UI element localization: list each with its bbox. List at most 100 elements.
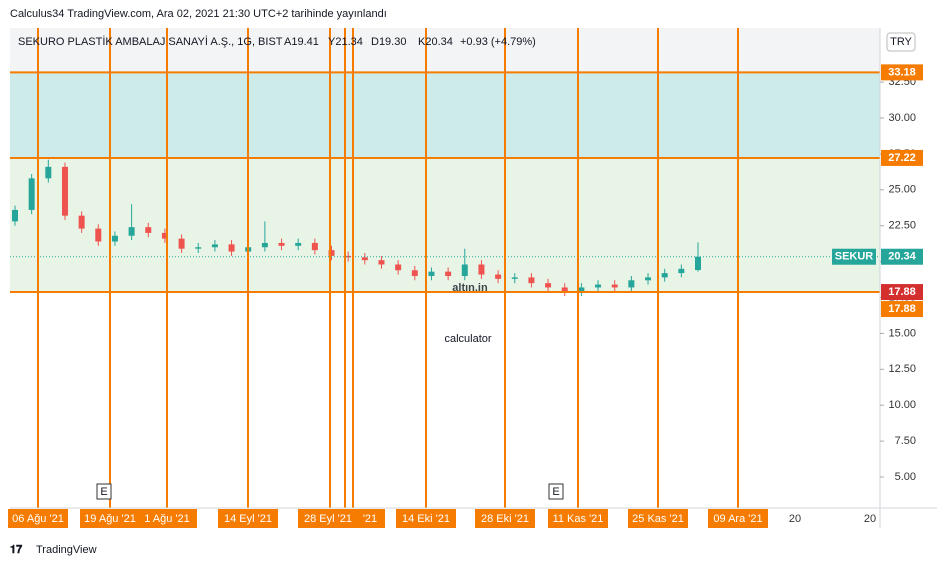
candle-body	[261, 242, 268, 248]
plot: altın.in calculator	[10, 28, 880, 508]
candle-body	[12, 209, 18, 222]
level-label: 17.88	[888, 303, 916, 315]
watermark: altın.in	[452, 282, 488, 294]
header: Calculus34 TradingView.com, Ara 02, 2021…	[10, 8, 387, 20]
candle-body	[661, 273, 668, 278]
candle-body	[495, 274, 502, 279]
date-label: 28 Eki '21	[481, 513, 529, 525]
candle-body	[278, 242, 285, 246]
candle-body	[395, 264, 402, 271]
x-tick-label: 20	[789, 513, 801, 525]
symbol-tag-box	[832, 248, 876, 265]
date-label-box	[548, 509, 608, 528]
date-label: 09 Ara '21	[713, 513, 762, 525]
event-box	[96, 483, 112, 500]
date-label-box	[355, 509, 385, 528]
candle-body	[211, 244, 218, 248]
ohlc-label: K20.34	[418, 36, 453, 48]
date-label-box	[218, 509, 278, 528]
date-label-box	[708, 509, 768, 528]
level-label-box	[881, 64, 923, 81]
date-label-box	[8, 509, 68, 528]
candle-body	[595, 284, 602, 288]
date-label: 06 Ağu '21	[12, 513, 64, 525]
candle-body	[511, 277, 518, 279]
date-label: 28 Eyl '21	[304, 513, 352, 525]
candle-body	[611, 284, 618, 288]
date-label-box	[137, 509, 197, 528]
candle-body	[695, 256, 701, 271]
date-label-box	[80, 509, 140, 528]
candle-body	[111, 235, 118, 242]
y-tick-label: 10.00	[888, 399, 916, 411]
date-label: 25 Kas '21	[632, 513, 684, 525]
candle-body	[128, 227, 135, 236]
candle-body	[461, 264, 468, 276]
candle-body	[561, 287, 568, 292]
header-strip	[10, 28, 880, 73]
candle-body	[678, 268, 685, 274]
last-price-label: 20.34	[888, 251, 916, 263]
candle-body	[345, 255, 352, 258]
date-label: 14 Eyl '21	[224, 513, 272, 525]
candle-body	[78, 215, 85, 229]
date-label: 14 Eki '21	[402, 513, 450, 525]
level-label-box	[881, 301, 923, 318]
candle-body	[295, 242, 302, 246]
date-label: '21	[363, 513, 377, 525]
y-tick-label: 22.50	[888, 220, 916, 232]
y-tick-label: 12.50	[888, 363, 916, 375]
currency: TRY	[890, 36, 912, 48]
candle-body	[95, 228, 102, 242]
symbol-title: SEKURO PLASTİK AMBALAJ SANAYİ A.Ş., 1G, …	[18, 35, 283, 48]
candle-body	[61, 166, 68, 216]
candle-body	[228, 244, 235, 252]
candle-body	[545, 283, 552, 288]
date-label-box	[628, 509, 688, 528]
date-label: 19 Ağu '21	[84, 513, 136, 525]
symbol-tag: SEKUR	[835, 251, 874, 263]
candle-body	[645, 277, 652, 281]
footer-logo: 𝟏𝟕	[10, 544, 23, 556]
event-marker: E	[100, 486, 107, 498]
level-label-box	[881, 149, 923, 166]
candle-body	[378, 260, 385, 265]
currency-box	[886, 32, 916, 52]
y-tick-label: 5.00	[895, 471, 916, 483]
candle-body	[528, 277, 535, 284]
change-label: +0.93 (+4.79%)	[460, 36, 536, 48]
y-tick-label: 7.50	[895, 435, 916, 447]
y-tick-label: 15.00	[888, 327, 916, 339]
candle-body	[578, 287, 585, 292]
ohlc-label: Y21.34	[328, 36, 363, 48]
level-label-box	[881, 284, 923, 301]
y-tick-label: 25.00	[888, 184, 916, 196]
date-label-box	[396, 509, 456, 528]
candle-body	[145, 227, 152, 233]
upper-band	[10, 72, 880, 158]
watermark: calculator	[444, 333, 491, 345]
candle-body	[445, 271, 452, 276]
candle-body	[178, 238, 185, 249]
ohlc-label: A19.41	[284, 36, 319, 48]
level-label: 17.88	[888, 286, 916, 298]
candle-body	[195, 247, 202, 249]
level-label: 33.18	[888, 66, 916, 78]
date-label: 11 Kas '21	[553, 513, 604, 525]
candle-body	[628, 280, 635, 288]
candle-body	[161, 232, 168, 239]
last-price-label-box	[881, 248, 923, 265]
x-tick-label: 20	[864, 513, 876, 525]
candle-body	[28, 178, 35, 210]
level-label: 27.22	[888, 152, 916, 164]
ohlc-label: D19.30	[371, 36, 406, 48]
date-label: 1 Ağu '21	[144, 513, 190, 525]
event-box	[548, 483, 564, 500]
y-tick-label: 30.00	[888, 112, 916, 124]
candle-body	[411, 270, 418, 276]
candle-body	[428, 271, 435, 276]
candle-body	[478, 264, 485, 275]
candle-body	[45, 166, 52, 179]
event-marker: E	[552, 486, 559, 498]
